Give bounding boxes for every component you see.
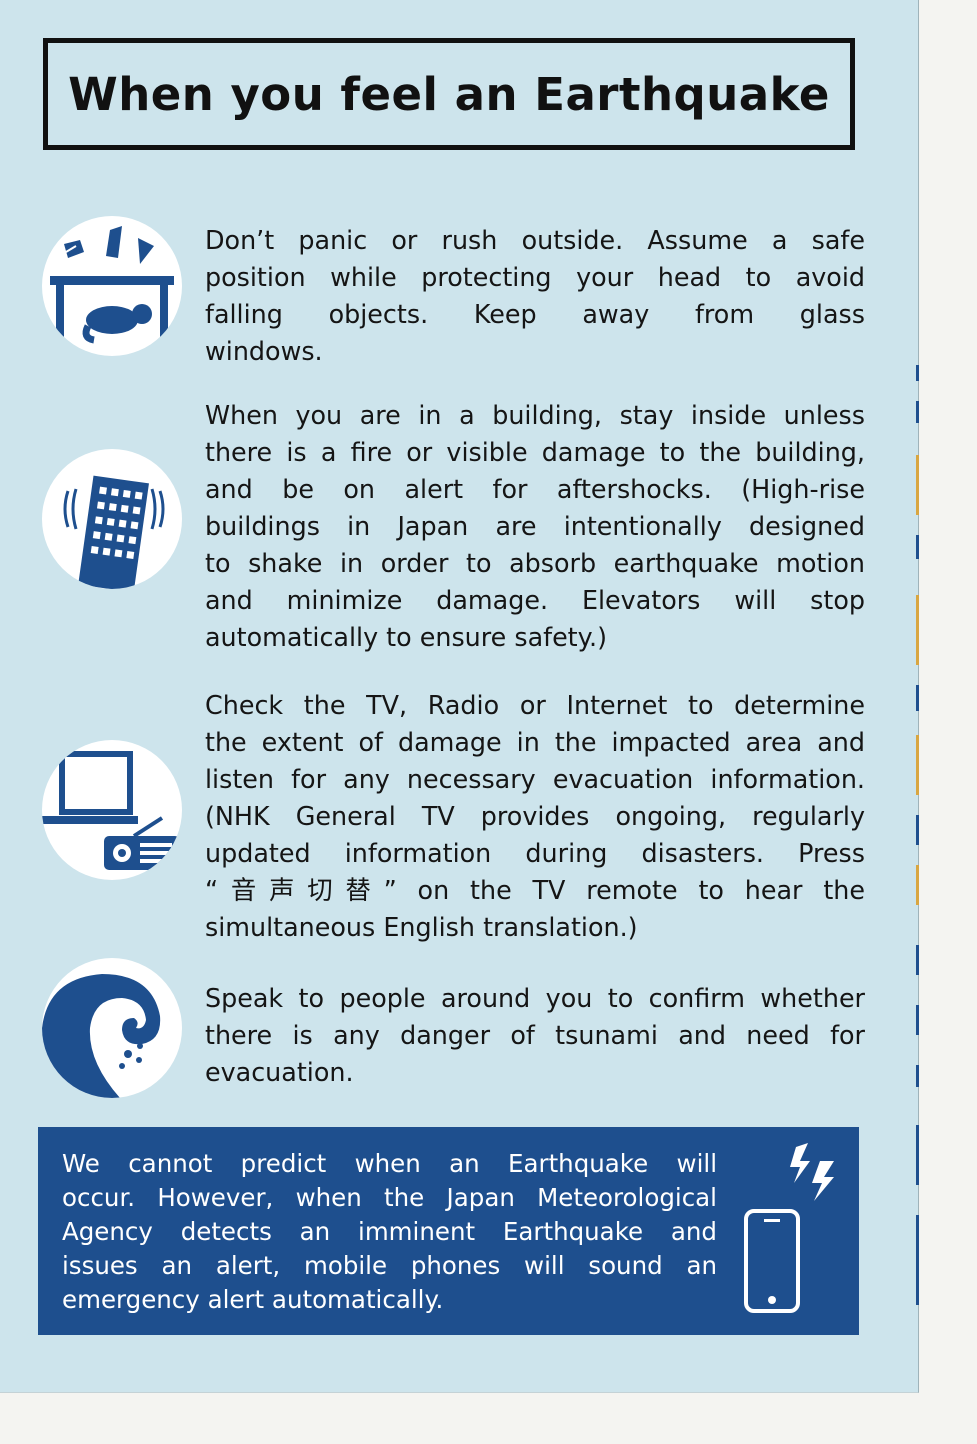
text-line: emergency alert automatically. xyxy=(62,1285,444,1314)
item-4-text: Speak to people around you to confirm wh… xyxy=(205,980,865,1091)
text-line: falling objects. Keep away from glass xyxy=(205,299,865,329)
tv-radio-icon xyxy=(42,740,182,880)
tsunami-wave-icon xyxy=(42,958,182,1098)
text-line: there is any danger of tsunami and need … xyxy=(205,1020,865,1050)
text-line: simultaneous English translation.) xyxy=(205,912,638,942)
page-title: When you feel an Earthquake xyxy=(68,67,830,121)
item-1-text: Don’t panic or rush outside. Assume a sa… xyxy=(205,222,865,370)
guide-page: When you feel an Earthquake Don’t panic … xyxy=(0,0,919,1393)
page-edge-marks xyxy=(916,365,922,1325)
item-3-text: Check the TV, Radio or Internet to deter… xyxy=(205,687,865,946)
text-line: to shake in order to absorb earthquake m… xyxy=(205,548,865,578)
text-line: Check the TV, Radio or Internet to deter… xyxy=(205,690,865,720)
text-line: When you are in a building, stay inside … xyxy=(205,400,865,430)
text-line: position while protecting your head to a… xyxy=(205,262,865,292)
text-line: and minimize damage. Elevators will stop xyxy=(205,585,865,615)
text-line: Agency detects an imminent Earthquake an… xyxy=(62,1217,717,1246)
text-line: automatically to ensure safety.) xyxy=(205,622,608,652)
text-line: windows. xyxy=(205,336,323,366)
title-box: When you feel an Earthquake xyxy=(43,38,855,150)
text-line: evacuation. xyxy=(205,1057,354,1087)
text-line: listen for any necessary evacuation info… xyxy=(205,764,865,794)
text-line: buildings in Japan are intentionally des… xyxy=(205,511,865,541)
text-line: the extent of damage in the impacted are… xyxy=(205,727,865,757)
text-line: issues an alert, mobile phones will soun… xyxy=(62,1251,717,1280)
text-line: Don’t panic or rush outside. Assume a sa… xyxy=(205,225,865,255)
mobile-alert-box: We cannot predict when an Earthquake wil… xyxy=(38,1127,859,1335)
mobile-phone-alert-icon xyxy=(744,1143,834,1313)
shaking-building-icon xyxy=(42,449,182,589)
item-2-text: When you are in a building, stay inside … xyxy=(205,397,865,656)
text-line: (NHK General TV provides ongoing, regula… xyxy=(205,801,865,831)
text-line: We cannot predict when an Earthquake wil… xyxy=(62,1149,717,1178)
alert-text: We cannot predict when an Earthquake wil… xyxy=(62,1147,717,1317)
text-line: there is a fire or visible damage to the… xyxy=(205,437,865,467)
text-line: and be on alert for aftershocks. (High-r… xyxy=(205,474,865,504)
text-line: updated information during disasters. Pr… xyxy=(205,838,865,868)
text-line: occur. However, when the Japan Meteorolo… xyxy=(62,1183,717,1212)
desk-shelter-icon xyxy=(42,216,182,356)
text-line: “音声切替” on the TV remote to hear the xyxy=(205,875,865,905)
text-line: Speak to people around you to confirm wh… xyxy=(205,983,865,1013)
